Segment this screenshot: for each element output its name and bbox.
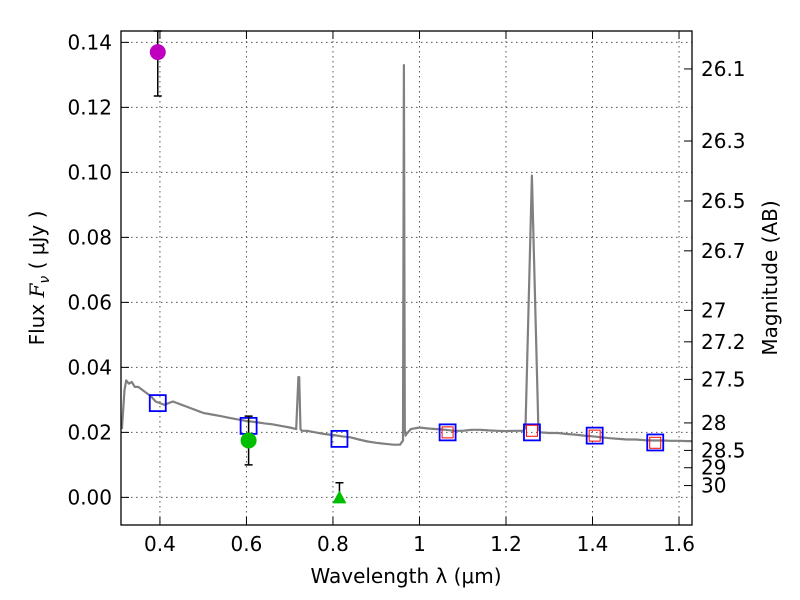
y-axis-title-suffix: ( μJy ) [25,211,49,276]
y-tick-label: 0.12 [67,95,112,119]
y2-tick-label: 27.5 [701,367,746,391]
x-tick-label: 0.8 [317,532,349,556]
y2-tick-label: 26.3 [701,129,746,153]
plot-area [121,30,692,504]
red-square-marker [649,436,662,449]
open-square-marker [646,433,665,452]
marker-layer [148,30,665,504]
x-tick-label: 1.6 [663,532,695,556]
y2-tick-label: 27.2 [701,330,746,354]
x-tick-label: 1.2 [490,532,522,556]
y2-tick-label: 29 [701,456,726,480]
y2-tick-label: 30 [701,474,726,498]
red-square-marker [441,426,454,439]
y-axis-title-prefix: Flux [25,297,49,345]
series-layer [121,63,692,446]
open-square-marker [148,394,167,413]
y-tick-label: 0.04 [67,355,112,379]
x-tick-label: 0.6 [231,532,263,556]
y-axis-title-symbol: F [25,282,49,298]
spectrum-line [121,63,692,446]
circle-marker [240,432,257,449]
open-square-marker [330,429,349,448]
x-tick-label: 1.4 [577,532,609,556]
y-tick-label: 0.06 [67,290,112,314]
grid-layer [121,31,692,525]
open-square-marker [585,426,604,445]
open-square-marker [438,423,457,442]
y2-tick-label: 28.5 [701,438,746,462]
y2-tick-label: 26.5 [701,189,746,213]
x-axis-title: Wavelength λ (μm) [310,564,501,588]
y2-tick-label: 26.1 [701,57,746,81]
tick-layer: 0.4 0.6 0.8 1 1.2 1.4 1.6 0.00 0.02 0.04 0.06 0.08 0… [67,30,745,556]
y2-tick-label: 26.7 [701,239,746,263]
x-tick-label: 1 [413,532,426,556]
y-tick-label: 0.08 [67,225,112,249]
y2-axis-title: Magnitude (AB) [758,200,782,355]
circle-marker [149,44,166,61]
y-tick-label: 0.14 [67,30,112,54]
open-square-marker [523,423,541,442]
y-tick-label: 0.02 [67,420,112,444]
x-tick-label: 0.4 [144,532,176,556]
triangle-marker [332,490,347,504]
red-square-marker [525,424,538,437]
y-axis-title-subscript: ν [37,276,53,284]
y-tick-label: 0.10 [67,160,112,184]
y2-tick-label: 27 [701,298,726,322]
red-square-marker [588,429,601,442]
y-axis-title: Flux Fν ( μJy ) [25,211,53,346]
plot-frame [120,30,693,526]
y-tick-label: 0.00 [67,485,112,509]
y2-tick-label: 28 [701,411,726,435]
